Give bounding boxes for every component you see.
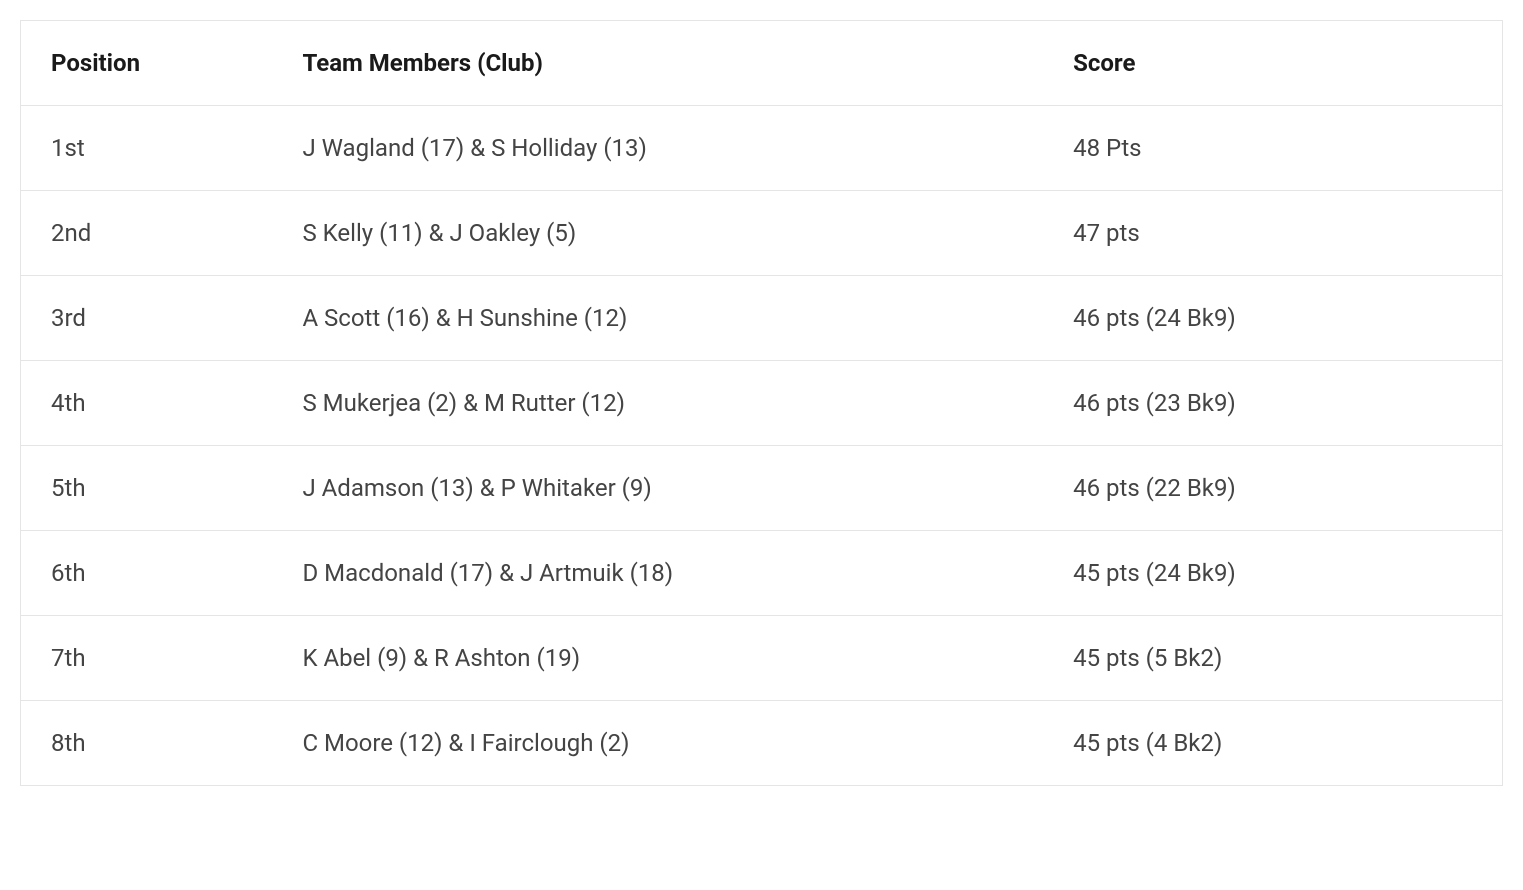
results-table: Position Team Members (Club) Score 1st J… [20,20,1503,786]
cell-position: 1st [21,106,273,191]
cell-position: 5th [21,446,273,531]
table-body: 1st J Wagland (17) & S Holliday (13) 48 … [21,106,1503,786]
cell-team-members: A Scott (16) & H Sunshine (12) [272,276,1043,361]
table-row: 1st J Wagland (17) & S Holliday (13) 48 … [21,106,1503,191]
cell-team-members: J Adamson (13) & P Whitaker (9) [272,446,1043,531]
cell-team-members: D Macdonald (17) & J Artmuik (18) [272,531,1043,616]
header-position: Position [21,21,273,106]
table-row: 8th C Moore (12) & I Fairclough (2) 45 p… [21,701,1503,786]
table-header: Position Team Members (Club) Score [21,21,1503,106]
cell-position: 4th [21,361,273,446]
cell-score: 46 pts (24 Bk9) [1043,276,1502,361]
cell-score: 46 pts (23 Bk9) [1043,361,1502,446]
table-row: 6th D Macdonald (17) & J Artmuik (18) 45… [21,531,1503,616]
cell-score: 45 pts (24 Bk9) [1043,531,1502,616]
table-row: 5th J Adamson (13) & P Whitaker (9) 46 p… [21,446,1503,531]
cell-score: 45 pts (4 Bk2) [1043,701,1502,786]
cell-score: 47 pts [1043,191,1502,276]
results-table-container: Position Team Members (Club) Score 1st J… [20,20,1503,786]
cell-position: 7th [21,616,273,701]
cell-score: 45 pts (5 Bk2) [1043,616,1502,701]
table-row: 7th K Abel (9) & R Ashton (19) 45 pts (5… [21,616,1503,701]
header-team-members: Team Members (Club) [272,21,1043,106]
header-score: Score [1043,21,1502,106]
header-row: Position Team Members (Club) Score [21,21,1503,106]
cell-team-members: K Abel (9) & R Ashton (19) [272,616,1043,701]
cell-score: 46 pts (22 Bk9) [1043,446,1502,531]
cell-position: 6th [21,531,273,616]
cell-team-members: J Wagland (17) & S Holliday (13) [272,106,1043,191]
table-row: 4th S Mukerjea (2) & M Rutter (12) 46 pt… [21,361,1503,446]
cell-team-members: S Mukerjea (2) & M Rutter (12) [272,361,1043,446]
cell-team-members: S Kelly (11) & J Oakley (5) [272,191,1043,276]
cell-score: 48 Pts [1043,106,1502,191]
table-row: 2nd S Kelly (11) & J Oakley (5) 47 pts [21,191,1503,276]
cell-position: 8th [21,701,273,786]
table-row: 3rd A Scott (16) & H Sunshine (12) 46 pt… [21,276,1503,361]
cell-position: 3rd [21,276,273,361]
cell-team-members: C Moore (12) & I Fairclough (2) [272,701,1043,786]
cell-position: 2nd [21,191,273,276]
